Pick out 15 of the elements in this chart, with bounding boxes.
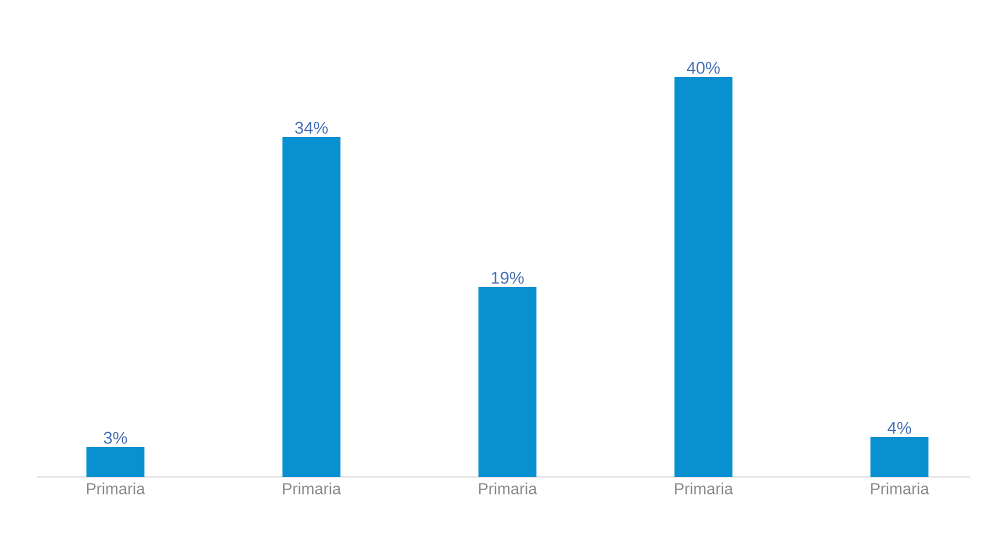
- x-tick-label: Primaria: [479, 482, 538, 494]
- data-label: 4%: [888, 422, 912, 434]
- data-label: 40%: [686, 62, 720, 74]
- bar: [674, 77, 732, 477]
- bar: [282, 137, 340, 477]
- x-tick-label: Primaria: [283, 482, 342, 494]
- bar: [478, 287, 536, 477]
- data-label: 19%: [492, 272, 524, 284]
- bar: [870, 437, 928, 477]
- x-tick-label: Primaria: [87, 482, 146, 494]
- x-tick-label: Primaria: [675, 482, 734, 494]
- bar: [86, 447, 144, 477]
- x-tick-label: Primaria: [871, 482, 930, 494]
- data-label: 34%: [295, 122, 328, 134]
- data-label: 3%: [104, 432, 128, 444]
